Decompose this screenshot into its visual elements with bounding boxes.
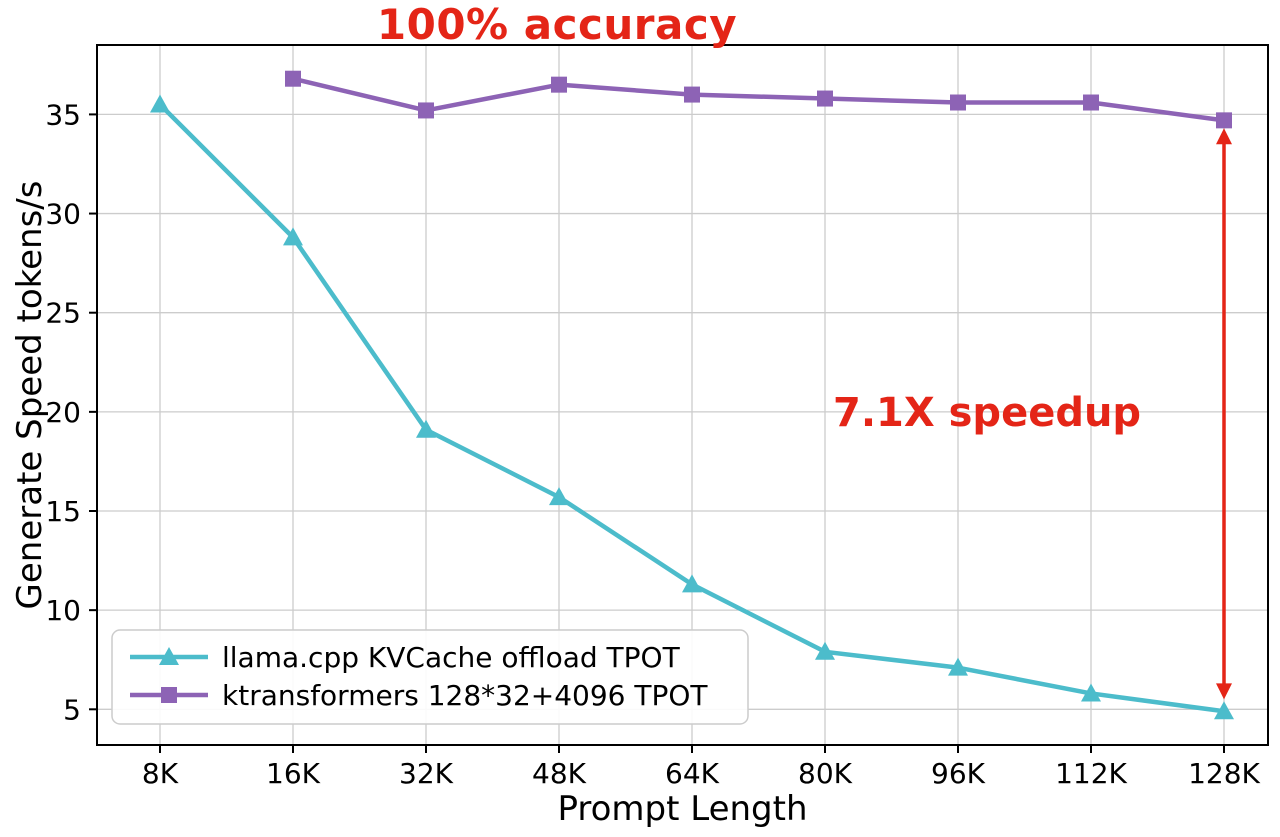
square-marker bbox=[684, 86, 700, 103]
y-tick-label: 10 bbox=[45, 594, 81, 627]
speedup-arrow bbox=[1216, 128, 1232, 700]
triangle-marker bbox=[150, 94, 170, 113]
x-tick-label: 8K bbox=[142, 757, 179, 790]
triangle-marker bbox=[682, 574, 702, 593]
speedup-arrow-head-top bbox=[1216, 128, 1232, 145]
legend: llama.cpp KVCache offload TPOT ktransform… bbox=[111, 629, 749, 725]
plot-border bbox=[96, 44, 1269, 746]
y-axis-label: Generate Speed tokens/s bbox=[10, 180, 50, 610]
y-tick-label: 25 bbox=[45, 297, 81, 330]
triangle-marker bbox=[549, 487, 569, 506]
legend-item: llama.cpp KVCache offload TPOT bbox=[130, 641, 681, 674]
grid-lines bbox=[97, 45, 1268, 745]
x-tick-label: 96K bbox=[931, 757, 986, 790]
x-tick-label: 32K bbox=[399, 757, 454, 790]
x-tick-label: 112K bbox=[1055, 757, 1127, 790]
speedup-arrow-head-bottom bbox=[1216, 683, 1232, 700]
legend-box bbox=[111, 629, 749, 725]
x-tick-label: 48K bbox=[532, 757, 587, 790]
triangle-marker bbox=[1081, 683, 1101, 702]
square-marker bbox=[817, 90, 833, 107]
legend-item: ktransformers 128*32+4096 TPOT bbox=[130, 679, 708, 712]
y-tick-label: 15 bbox=[45, 495, 81, 528]
x-tick-label: 16K bbox=[266, 757, 321, 790]
square-marker bbox=[285, 70, 301, 87]
legend-marker bbox=[161, 687, 177, 703]
legend-marker bbox=[159, 647, 179, 665]
x-axis-label: Prompt Length bbox=[557, 789, 808, 829]
series-1-markers bbox=[285, 70, 1232, 129]
series-1-line bbox=[290, 76, 1227, 123]
square-marker bbox=[418, 102, 434, 119]
y-tick-label: 5 bbox=[63, 693, 81, 726]
triangle-marker bbox=[1214, 701, 1234, 720]
triangle-marker bbox=[815, 641, 835, 660]
chart-title: 100% accuracy bbox=[376, 0, 738, 49]
series-1 bbox=[285, 70, 1232, 129]
y-tick-label: 30 bbox=[45, 198, 81, 231]
square-marker bbox=[950, 94, 966, 111]
triangle-marker bbox=[948, 657, 968, 676]
series-0 bbox=[150, 94, 1234, 720]
series-0-markers bbox=[150, 94, 1234, 720]
legend-label: ktransformers 128*32+4096 TPOT bbox=[222, 679, 708, 712]
x-tick-label: 64K bbox=[665, 757, 720, 790]
x-tick-label: 128K bbox=[1188, 757, 1260, 790]
y-tick-label: 20 bbox=[45, 396, 81, 429]
square-marker bbox=[551, 76, 567, 93]
square-marker bbox=[1083, 94, 1099, 111]
triangle-marker bbox=[283, 227, 303, 246]
tick-labels: 8K 16K 32K 48K 64K 80K 96K 112K 128K 5 10 15 20 25 30 3… bbox=[45, 98, 1260, 790]
y-tick-label: 35 bbox=[45, 98, 81, 131]
speedup-annotation: 7.1X speedup bbox=[833, 390, 1142, 436]
triangle-marker bbox=[416, 419, 436, 438]
axis-ticks bbox=[89, 113, 1225, 753]
x-tick-label: 80K bbox=[798, 757, 853, 790]
legend-label: llama.cpp KVCache offload TPOT bbox=[222, 641, 681, 674]
square-marker bbox=[1216, 112, 1232, 129]
